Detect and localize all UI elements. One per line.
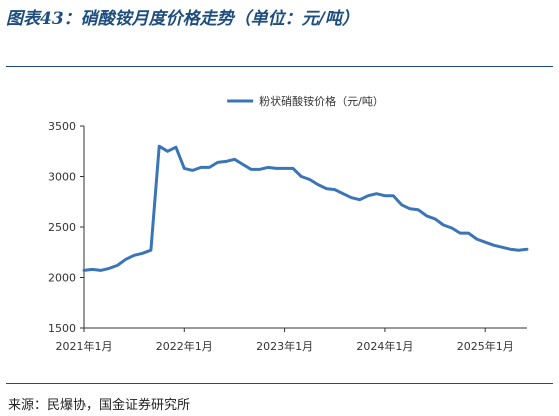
x-tick-label: 2024年1月	[356, 339, 413, 353]
series-layer	[82, 144, 529, 272]
figure-title: 图表43：硝酸铵月度价格走势（单位：元/吨）	[6, 9, 359, 29]
x-tick-label: 2022年1月	[156, 339, 213, 353]
y-axis: 1500 2000 2500 3000 3500	[48, 120, 85, 335]
title-rule	[6, 66, 553, 67]
y-tick-label: 1500	[48, 322, 76, 335]
legend: 粉状硝酸铵价格（元/吨）	[227, 94, 384, 108]
y-tick-label: 2000	[48, 272, 76, 285]
y-tick-label: 3500	[48, 120, 76, 133]
x-axis: 2021年1月 2022年1月 2023年1月 2024年1月 2025年1月	[56, 327, 527, 353]
y-tick-label: 2500	[48, 221, 76, 234]
x-tick-label: 2023年1月	[256, 339, 313, 353]
legend-label: 粉状硝酸铵价格（元/吨）	[259, 94, 384, 108]
source-note: 来源：民爆协，国金证券研究所	[8, 398, 191, 413]
x-tick-label: 2025年1月	[457, 339, 514, 353]
y-tick-label: 3000	[48, 171, 76, 184]
series-line	[82, 144, 529, 272]
x-tick-label: 2021年1月	[56, 339, 113, 353]
source-rule	[6, 383, 553, 384]
